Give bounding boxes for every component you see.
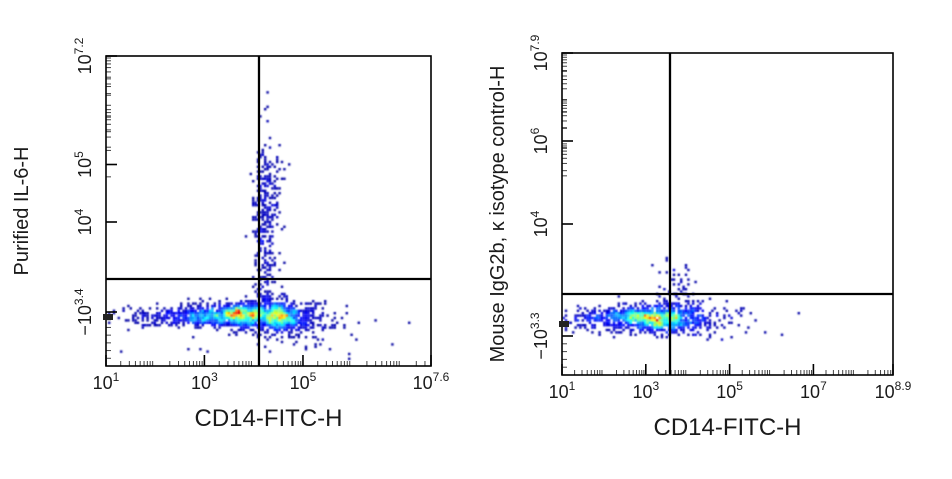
svg-text:104: 104: [72, 208, 95, 235]
svg-text:106: 106: [528, 127, 551, 154]
svg-text:101: 101: [549, 379, 576, 402]
svg-text:CD14-FITC-H: CD14-FITC-H: [195, 405, 343, 432]
svg-text:−103.4: −103.4: [72, 288, 95, 336]
svg-text:104: 104: [528, 210, 551, 237]
svg-text:105: 105: [72, 151, 95, 178]
svg-text:101: 101: [93, 370, 120, 393]
svg-text:105: 105: [290, 370, 317, 393]
svg-text:107.6: 107.6: [413, 370, 450, 393]
svg-text:108.9: 108.9: [875, 379, 912, 402]
svg-text:103: 103: [632, 379, 659, 402]
svg-text:Mouse IgG2b, κ isotype control: Mouse IgG2b, κ isotype control-H: [487, 66, 509, 363]
svg-text:103: 103: [191, 370, 218, 393]
svg-text:Purified IL-6-H: Purified IL-6-H: [11, 147, 33, 276]
svg-text:107.2: 107.2: [72, 37, 95, 74]
svg-text:CD14-FITC-H: CD14-FITC-H: [654, 414, 802, 441]
svg-text:107: 107: [800, 379, 827, 402]
svg-text:−103.3: −103.3: [528, 312, 551, 360]
svg-text:105: 105: [716, 379, 743, 402]
svg-text:107.9: 107.9: [528, 34, 551, 71]
